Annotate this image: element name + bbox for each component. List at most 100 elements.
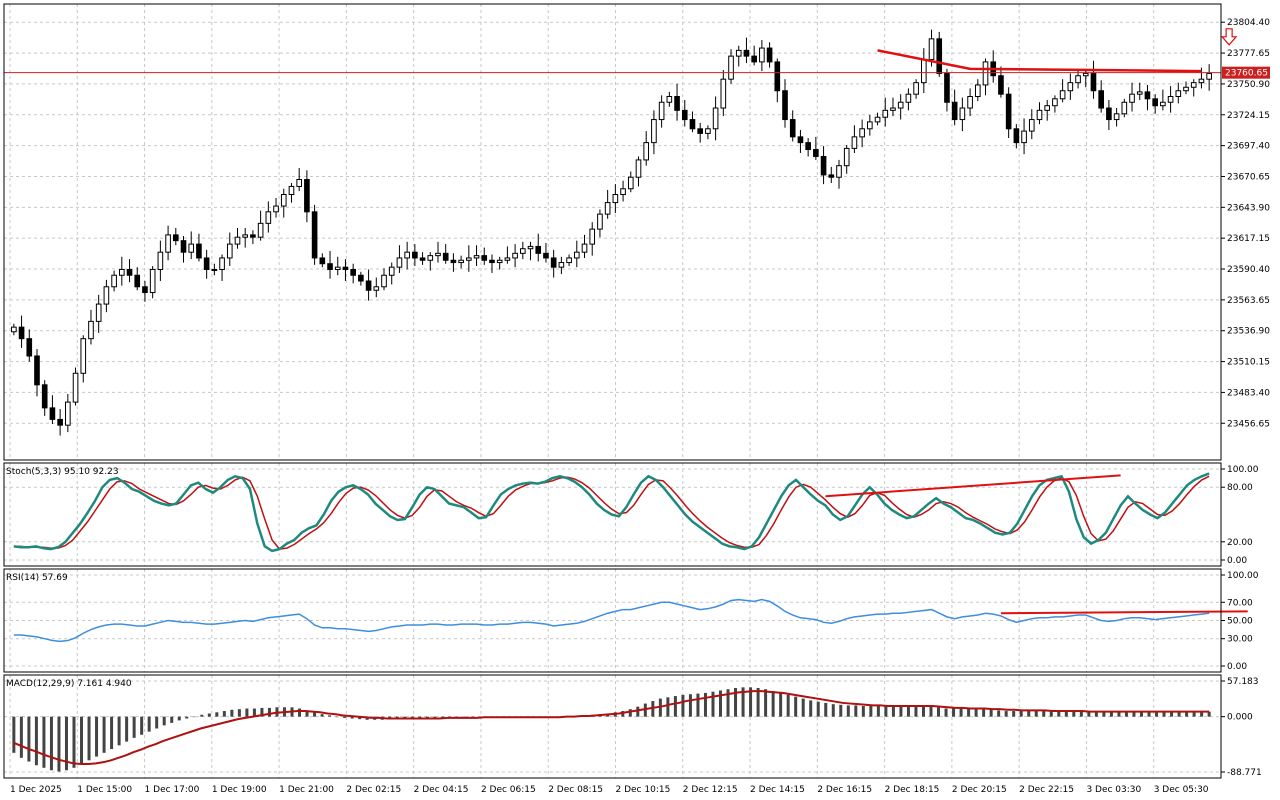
candle-body bbox=[404, 251, 410, 259]
x-tick-label: 2 Dec 16:15 bbox=[817, 785, 872, 795]
candle-body bbox=[1052, 98, 1058, 107]
macd-histogram-bar bbox=[95, 716, 99, 757]
candle-body bbox=[18, 326, 25, 340]
candle-body bbox=[381, 274, 387, 288]
candle-body bbox=[1206, 72, 1212, 80]
rsi-y-tick-label: 70.00 bbox=[1227, 598, 1253, 608]
candle-body bbox=[1075, 75, 1081, 84]
candle-body bbox=[1113, 113, 1120, 121]
macd-histogram-bar bbox=[869, 706, 873, 717]
macd-histogram-bar bbox=[132, 716, 136, 738]
macd-histogram-bar bbox=[921, 705, 925, 717]
candle-body bbox=[134, 274, 141, 288]
candle-body bbox=[589, 228, 596, 245]
price-panel[interactable]: 23760.65 bbox=[4, 28, 1270, 436]
macd-histogram-bar bbox=[230, 709, 234, 717]
macd-y-tick-label: 0.000 bbox=[1227, 713, 1253, 723]
macd-histogram-bar bbox=[1087, 711, 1091, 717]
candle-body bbox=[311, 211, 318, 259]
current-price-tag bbox=[1222, 66, 1270, 79]
candle-body bbox=[450, 259, 457, 264]
macd-frame bbox=[3, 674, 1222, 779]
macd-histogram-bar bbox=[350, 716, 354, 719]
candle-body bbox=[527, 245, 534, 250]
candle-body bbox=[666, 95, 673, 103]
price-y-tick-label: 23777.65 bbox=[1227, 49, 1270, 59]
macd-histogram-bar bbox=[673, 696, 677, 717]
stochastic-panel[interactable] bbox=[13, 472, 1210, 553]
macd-histogram-bar bbox=[719, 690, 723, 717]
x-tick-label: 2 Dec 20:15 bbox=[952, 785, 1007, 795]
candle-body bbox=[890, 107, 896, 111]
macd-histogram-bar bbox=[1072, 711, 1076, 717]
candle-body bbox=[697, 128, 703, 134]
candle-body bbox=[882, 109, 889, 118]
macd-histogram-bar bbox=[49, 716, 53, 771]
grid-layer bbox=[4, 4, 1221, 778]
candle-body bbox=[412, 251, 418, 259]
macd-panel[interactable] bbox=[12, 687, 1211, 772]
candle-body bbox=[1160, 101, 1166, 107]
sell-arrow-icon bbox=[1220, 28, 1238, 46]
macd-histogram-bar bbox=[816, 701, 820, 717]
candle-body bbox=[635, 159, 642, 178]
macd-histogram-bar bbox=[162, 716, 166, 726]
macd-histogram-bar bbox=[298, 708, 302, 717]
rsi-panel[interactable] bbox=[13, 598, 1248, 643]
macd-histogram-bar bbox=[884, 706, 888, 717]
macd-histogram-bar bbox=[952, 708, 956, 717]
macd-histogram-bar bbox=[64, 716, 68, 771]
macd-histogram-bar bbox=[681, 694, 685, 717]
candle-body bbox=[427, 255, 434, 261]
macd-histogram-bar bbox=[1057, 711, 1061, 717]
x-tick-label: 2 Dec 18:15 bbox=[885, 785, 940, 795]
candle-body bbox=[473, 255, 480, 259]
candle-body bbox=[149, 268, 156, 294]
macd-histogram-bar bbox=[974, 707, 978, 717]
macd-histogram-bar bbox=[861, 706, 865, 717]
macd-histogram-bar bbox=[1155, 711, 1159, 717]
macd-histogram-bar bbox=[1102, 711, 1106, 717]
macd-histogram-bar bbox=[185, 716, 189, 719]
candle-body bbox=[1106, 107, 1112, 121]
macd-histogram-bar bbox=[1042, 711, 1046, 717]
macd-y-tick-label: 57.183 bbox=[1227, 677, 1259, 687]
macd-histogram-bar bbox=[140, 716, 144, 735]
macd-histogram-bar bbox=[1124, 711, 1128, 717]
price-y-tick-label: 23456.65 bbox=[1227, 419, 1270, 429]
candle-body bbox=[365, 280, 372, 291]
macd-histogram-bar bbox=[636, 706, 640, 717]
candle-body bbox=[304, 179, 310, 213]
x-tick-label: 2 Dec 14:15 bbox=[750, 785, 805, 795]
candle-body bbox=[504, 257, 511, 261]
candle-body bbox=[489, 259, 495, 264]
rsi-title: RSI(14) 57.69 bbox=[6, 573, 68, 583]
x-tick-label: 1 Dec 2025 bbox=[10, 785, 62, 795]
candle-body bbox=[651, 119, 657, 144]
macd-histogram-bar bbox=[80, 716, 84, 765]
candle-body bbox=[273, 205, 279, 213]
macd-histogram-bar bbox=[967, 708, 971, 717]
macd-histogram-bar bbox=[222, 711, 226, 717]
x-tick-label: 2 Dec 12:15 bbox=[683, 785, 738, 795]
macd-histogram-bar bbox=[57, 716, 61, 772]
candle-body bbox=[57, 418, 63, 426]
candle-body bbox=[257, 222, 264, 238]
candle-body bbox=[728, 55, 734, 80]
candle-body bbox=[1167, 95, 1174, 103]
candle-body bbox=[828, 174, 835, 178]
macd-histogram-bar bbox=[899, 706, 903, 717]
candle-body bbox=[80, 338, 87, 374]
candle-body bbox=[165, 234, 171, 253]
macd-histogram-bar bbox=[982, 708, 986, 717]
macd-histogram-bar bbox=[117, 716, 121, 746]
macd-histogram-bar bbox=[696, 693, 700, 717]
rsi-y-tick-label: 30.00 bbox=[1227, 635, 1253, 645]
macd-histogram-bar bbox=[1034, 711, 1038, 717]
candle-body bbox=[928, 38, 935, 61]
macd-histogram-bar bbox=[1012, 711, 1016, 717]
macd-histogram-bar bbox=[102, 716, 106, 753]
macd-histogram-bar bbox=[726, 689, 730, 717]
macd-histogram-bar bbox=[989, 709, 993, 717]
price-y-tick-label: 23617.15 bbox=[1227, 234, 1270, 244]
